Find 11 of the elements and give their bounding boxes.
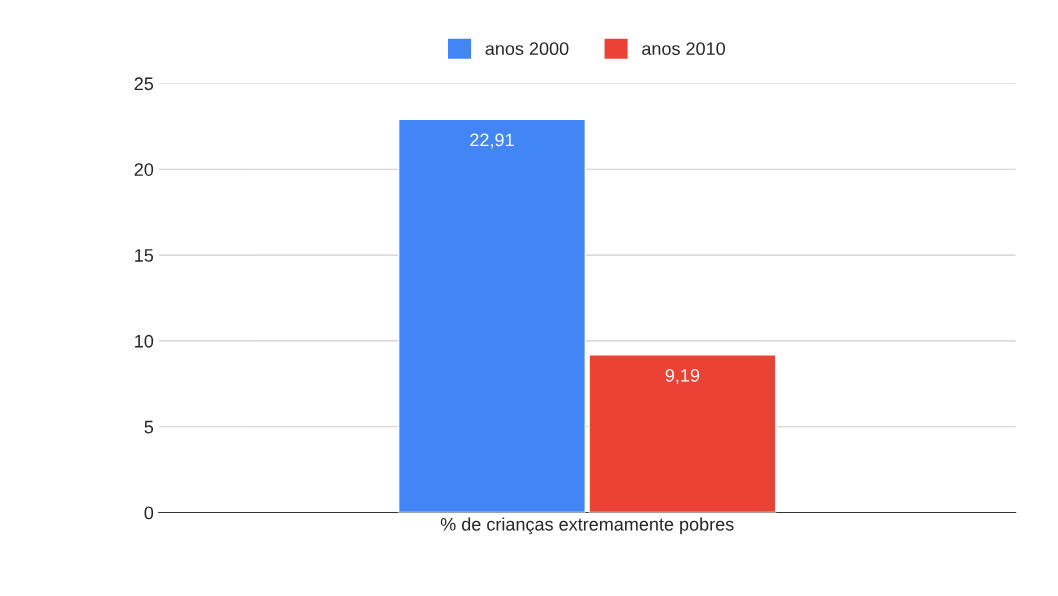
x-tick-label: % de crianças extremamente pobres bbox=[440, 517, 734, 535]
y-tick-label: 5 bbox=[144, 420, 154, 434]
y-tick-label: 10 bbox=[135, 334, 154, 348]
data-label: 9,19 bbox=[665, 369, 700, 384]
y-tick-label: 25 bbox=[134, 77, 154, 91]
legend-label: anos 2000 bbox=[485, 42, 569, 56]
y-tick-label: 0 bbox=[144, 506, 154, 520]
data-label: 22,91 bbox=[470, 133, 514, 149]
legend-label: anos 2010 bbox=[642, 42, 725, 56]
y-tick-label: 20 bbox=[134, 163, 154, 176]
y-tick-label: 15 bbox=[135, 249, 154, 262]
